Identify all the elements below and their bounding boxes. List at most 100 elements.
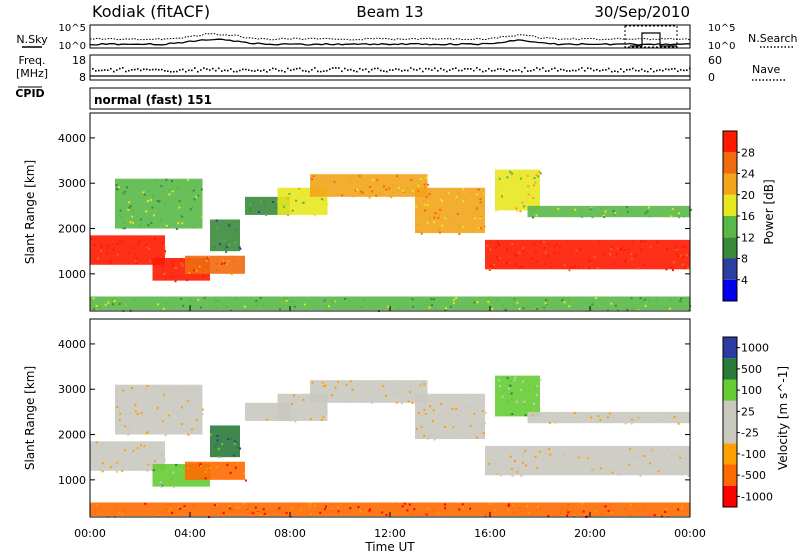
velocity-echo-speck xyxy=(247,505,250,508)
velocity-echo-speck xyxy=(303,418,306,421)
velocity-echo-speck xyxy=(167,389,170,392)
velocity-echo-speck xyxy=(328,380,331,383)
velocity-echo-speck xyxy=(554,421,557,424)
velocity-echo-speck xyxy=(139,466,142,469)
power-echo-speck xyxy=(624,260,627,263)
velocity-echo-speck xyxy=(637,456,640,459)
velocity-echo-speck xyxy=(160,452,163,455)
freq-unit: [MHz] xyxy=(16,67,48,80)
power-echo-speck xyxy=(533,184,536,187)
power-colorbar-tick-label: 8 xyxy=(741,253,748,266)
power-echo-speck xyxy=(225,246,228,249)
velocity-echo-speck xyxy=(634,449,637,452)
power-echo-speck xyxy=(682,256,685,259)
nave-point xyxy=(185,70,187,73)
power-echo-speck xyxy=(116,183,119,186)
power-echo-speck xyxy=(532,216,535,219)
velocity-echo-speck xyxy=(115,400,118,403)
velocity-echo-speck xyxy=(167,414,170,417)
velocity-echo-speck xyxy=(330,508,333,511)
power-echo-speck xyxy=(487,300,490,303)
nave-point xyxy=(644,70,646,72)
velocity-echo-speck xyxy=(300,509,303,512)
velocity-echo-speck xyxy=(567,450,570,453)
power-echo-speck xyxy=(311,178,314,181)
velocity-echo-speck xyxy=(390,508,393,511)
power-echo-speck xyxy=(352,195,355,198)
velocity-echo-speck xyxy=(285,512,288,515)
velocity-echo-speck xyxy=(677,422,680,425)
velocity-echo-speck xyxy=(609,502,612,505)
velocity-echo-speck xyxy=(158,514,161,517)
power-echo-speck xyxy=(496,255,499,258)
power-echo-speck xyxy=(574,208,577,211)
velocity-echo-speck xyxy=(483,422,486,425)
nave-point xyxy=(95,70,97,72)
nave-point xyxy=(332,67,334,69)
power-echo-speck xyxy=(147,224,150,227)
nave-point xyxy=(347,69,349,71)
velocity-echo-speck xyxy=(501,395,504,398)
nave-point xyxy=(395,68,397,70)
nave-point xyxy=(419,67,421,70)
power-echo-speck xyxy=(447,192,450,195)
velocity-echo-speck xyxy=(165,406,168,409)
power-echo-speck xyxy=(198,265,201,268)
velocity-echo-speck xyxy=(667,471,670,474)
power-colorbar-segment xyxy=(723,173,737,195)
nave-point xyxy=(167,70,169,72)
power-echo-speck xyxy=(462,200,465,203)
velocity-echo-speck xyxy=(456,413,459,416)
velocity-echo-speck xyxy=(482,410,485,413)
power-echo-speck xyxy=(287,214,290,217)
velocity-echo-speck xyxy=(507,509,510,512)
velocity-echo-speck xyxy=(567,503,570,506)
velocity-echo-speck xyxy=(176,390,179,393)
power-echo-speck xyxy=(226,223,229,226)
velocity-echo-speck xyxy=(194,504,197,507)
nave-point xyxy=(689,67,691,70)
power-echo-speck xyxy=(623,249,626,252)
velocity-echo-speck xyxy=(547,515,550,518)
velocity-echo-speck xyxy=(385,513,388,516)
power-echo-speck xyxy=(600,207,603,210)
velocity-echo-speck xyxy=(290,413,293,416)
power-echo-speck xyxy=(504,308,507,311)
velocity-echo-speck xyxy=(337,398,340,401)
nave-point xyxy=(272,67,274,70)
velocity-colorbar-tick-label: 100 xyxy=(741,384,762,397)
nave-point xyxy=(119,67,121,70)
velocity-echo-speck xyxy=(261,414,264,417)
power-echo-speck xyxy=(428,192,431,195)
velocity-echo-speck xyxy=(325,410,328,413)
power-echo-speck xyxy=(672,261,675,264)
nave-point xyxy=(464,68,466,70)
power-colorbar-segment xyxy=(723,131,737,153)
velocity-echo-speck xyxy=(427,436,430,439)
velocity-echo-speck xyxy=(124,412,127,415)
power-echo-speck xyxy=(181,222,184,225)
velocity-echo-speck xyxy=(466,405,469,408)
power-echo-speck xyxy=(412,189,415,192)
velocity-echo-speck xyxy=(499,385,502,388)
velocity-echo-speck xyxy=(281,407,284,410)
power-echo-speck xyxy=(614,212,617,215)
nsearch-series xyxy=(89,32,691,41)
power-echo-speck xyxy=(511,172,514,175)
power-echo-speck xyxy=(514,254,517,257)
power-echo-speck xyxy=(643,298,646,301)
velocity-echo-speck xyxy=(422,511,425,514)
power-echo-speck xyxy=(558,245,561,248)
nave-point xyxy=(146,68,148,71)
nave-point xyxy=(251,70,253,72)
velocity-echo-speck xyxy=(199,465,202,468)
power-echo-speck xyxy=(484,307,487,310)
power-echo-speck xyxy=(535,173,538,176)
velocity-echo-speck xyxy=(349,507,352,510)
velocity-echo-speck xyxy=(429,405,432,408)
velocity-echo-speck xyxy=(381,511,384,514)
velocity-echo-speck xyxy=(368,509,371,512)
velocity-echo-speck xyxy=(469,425,472,428)
nave-point xyxy=(140,69,142,72)
nave-point xyxy=(458,69,460,72)
